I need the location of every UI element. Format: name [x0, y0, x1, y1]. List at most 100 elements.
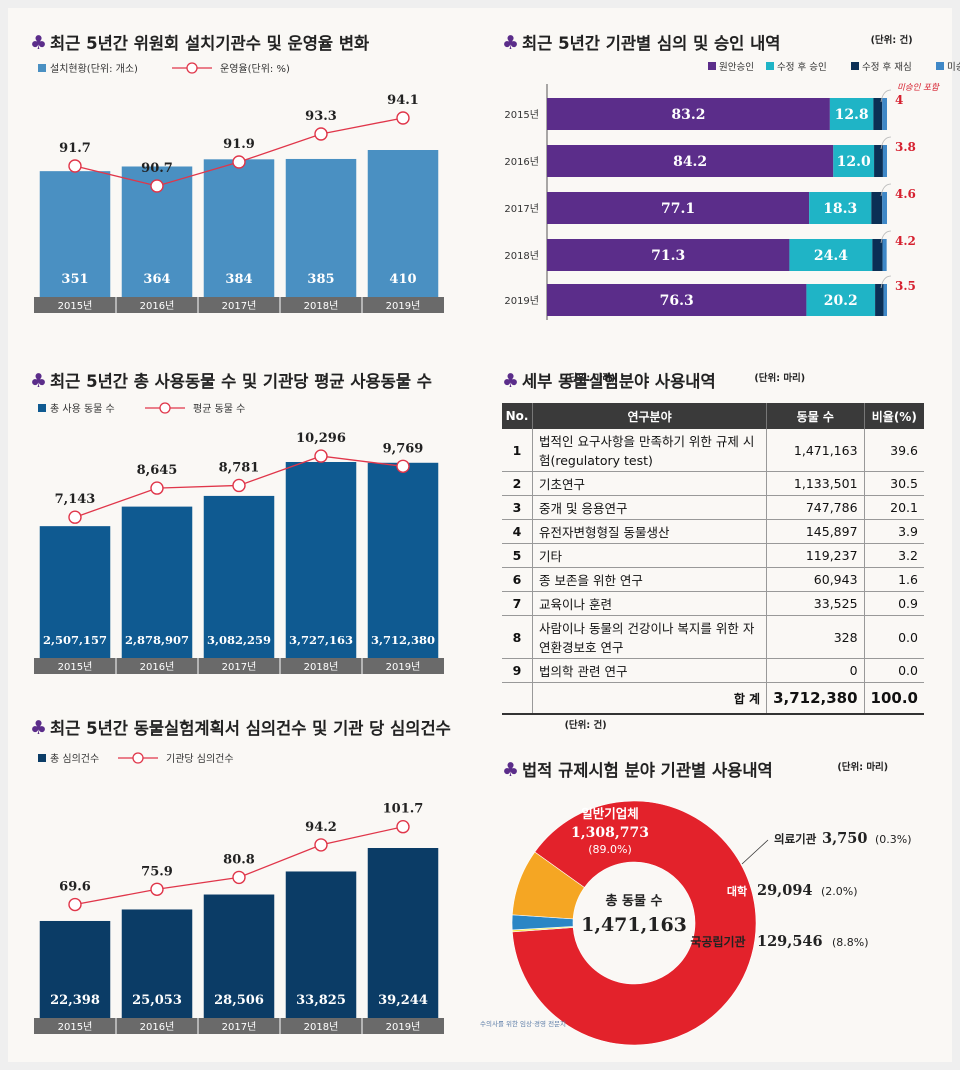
- bar: [203, 495, 275, 658]
- bar-value-label: 22,398: [50, 993, 100, 1008]
- y-tick-label: 2017년: [504, 203, 539, 215]
- x-tick-label: 2016년: [140, 300, 175, 312]
- y-tick-label: 2015년: [504, 109, 539, 121]
- line-value-label: 9,769: [383, 441, 424, 456]
- bar-value-label: 3,082,259: [207, 633, 271, 647]
- line-value-label: 93.3: [305, 109, 337, 124]
- table-row: 1 법적인 요구사항을 만족하기 위한 규제 시험(regulatory test…: [502, 429, 924, 472]
- slice-value: 29,094: [757, 882, 813, 899]
- line-point: [68, 510, 82, 524]
- x-axis-strip: [34, 1018, 444, 1034]
- title-donut: ♣ 법적 규제시험 분야 기관별 사용내역 (단위: 마리): [502, 759, 888, 781]
- bar: [121, 909, 193, 1018]
- x-tick-label: 2016년: [140, 661, 175, 673]
- line-point: [314, 838, 328, 852]
- line-point: [232, 155, 246, 169]
- donut-slice: [512, 800, 757, 1046]
- bar-value-label: 385: [307, 272, 334, 287]
- club-icon: ♣: [30, 32, 47, 54]
- slice-pct: (89.0%): [588, 843, 632, 856]
- leader-line: [880, 136, 892, 150]
- col-count: 동물 수: [766, 403, 865, 429]
- x-tick-label: 2019년: [386, 1021, 421, 1033]
- bar-line-chart-3: 총 심의건수 기관당 심의건수 22,398 2015년 25,053 2016년 28,5…: [34, 752, 444, 1034]
- side-value-label: 3.8: [895, 140, 916, 154]
- stacked-segment: [882, 98, 887, 130]
- stacked-segment: [829, 98, 874, 130]
- legend-swatch: [936, 62, 944, 70]
- col-no: No.: [502, 403, 533, 429]
- segment-value-label: 24.4: [814, 248, 848, 264]
- slice-value: 3,750: [822, 830, 867, 847]
- stacked-segment: [873, 98, 883, 130]
- row-count: 33,525: [766, 591, 865, 616]
- chart-unit: (단위: 건): [565, 719, 607, 731]
- stacked-segment: [882, 239, 887, 271]
- chart-title: 세부 동물실험분야 사용내역: [522, 371, 716, 391]
- slice-pct: (2.0%): [821, 885, 858, 898]
- total-ratio: 100.0: [864, 682, 924, 715]
- legend-swatch-bar: [38, 64, 46, 72]
- slice-pct: (0.3%): [875, 833, 912, 846]
- bar: [203, 894, 275, 1018]
- line-value-label: 75.9: [141, 864, 173, 879]
- slice-name: 대학: [727, 884, 747, 898]
- row-field: 법적인 요구사항을 만족하기 위한 규제 시험(regulatory test): [532, 429, 768, 472]
- row-no: 1: [502, 429, 533, 472]
- total-blank: [502, 682, 533, 715]
- row-no: 5: [502, 543, 533, 568]
- legend-label-line: 기관당 심의건수: [166, 753, 234, 765]
- line-point: [314, 127, 328, 141]
- chart-unit: (단위: 마리): [837, 761, 888, 773]
- row-no: 9: [502, 658, 533, 683]
- legend-label-bar: 총 심의건수: [50, 753, 99, 765]
- row-no: 3: [502, 495, 533, 520]
- club-icon: ♣: [30, 717, 47, 739]
- bar-value-label: 3,727,163: [289, 633, 353, 647]
- legend-swatch-bar: [38, 404, 46, 412]
- line-point: [150, 179, 164, 193]
- stacked-segment: [547, 145, 834, 177]
- title-chart-2: ♣ 최근 5년간 총 사용동물 수 및 기관당 평균 사용동물 수 (단위: 마리): [30, 370, 615, 392]
- row-field: 기타: [532, 543, 768, 568]
- line-value-label: 8,645: [137, 463, 178, 478]
- legend-label-bar: 총 사용 동물 수: [50, 403, 115, 415]
- row-count: 747,786: [766, 495, 865, 520]
- line-value-label: 91.7: [59, 141, 91, 156]
- bar: [367, 848, 439, 1018]
- bar-value-label: 364: [143, 272, 170, 287]
- line-point: [150, 882, 164, 896]
- stacked-segment: [809, 192, 872, 224]
- legend-label-line: 운영율(단위: %): [220, 62, 290, 75]
- row-field: 기초연구: [532, 471, 768, 496]
- line-value-label: 69.6: [59, 880, 91, 895]
- y-tick-label: 2018년: [504, 250, 539, 262]
- segment-value-label: 71.3: [651, 248, 685, 264]
- row-ratio: 0.9: [864, 591, 924, 616]
- leader-line: [741, 839, 769, 865]
- legend-swatch: [766, 62, 774, 70]
- stacked-segment: [882, 145, 887, 177]
- bar: [39, 920, 111, 1018]
- x-tick-label: 2015년: [58, 661, 93, 673]
- y-tick-label: 2019년: [504, 295, 539, 307]
- title-table: ♣ 세부 동물실험분야 사용내역 (단위: 마리): [502, 370, 805, 392]
- club-icon: ♣: [502, 370, 519, 392]
- center-value: 1,471,163: [581, 914, 687, 936]
- usage-table: No. 연구분야 동물 수 비율(%) 1 법적인 요구사항을 만족하기 위한 규…: [502, 403, 924, 715]
- table-row: 9 법의학 관련 연구 0 0.0: [502, 658, 924, 683]
- x-axis-strip: [34, 658, 444, 674]
- row-ratio: 20.1: [864, 495, 924, 520]
- row-field: 종 보존을 위한 연구: [532, 567, 768, 592]
- row-field: 교육이나 훈련: [532, 591, 768, 616]
- row-ratio: 0.0: [864, 658, 924, 683]
- table-row: 8 사람이나 동물의 건강이나 복지를 위한 자연환경보호 연구 328 0.0: [502, 615, 924, 659]
- bar: [39, 171, 111, 297]
- stacked-segment: [789, 239, 873, 271]
- leader-line: [880, 275, 892, 289]
- row-field: 유전자변형형질 동물생산: [532, 519, 768, 544]
- legend-label: 수정 후 승인: [777, 62, 827, 73]
- legend-marker: [186, 62, 198, 74]
- table-row: 3 중개 및 응용연구 747,786 20.1: [502, 495, 924, 520]
- line-value-label: 7,143: [55, 492, 96, 507]
